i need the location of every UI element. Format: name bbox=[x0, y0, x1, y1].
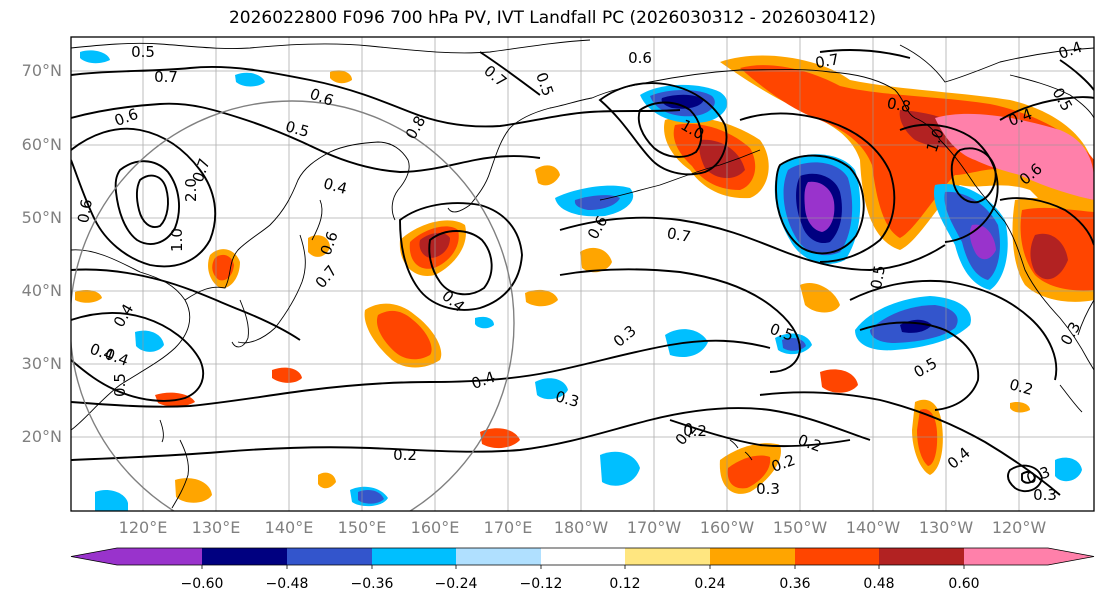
anomaly-positive bbox=[1030, 233, 1068, 280]
colorbar-segment bbox=[71, 548, 202, 565]
colorbar-segment bbox=[202, 548, 287, 565]
contour-label: 0.6 bbox=[628, 49, 652, 67]
contour-label: 0.2 bbox=[1007, 375, 1035, 399]
latitude-label: 50°N bbox=[21, 208, 62, 227]
anomaly-negative bbox=[358, 490, 384, 504]
shaded-anomalies bbox=[75, 50, 1094, 511]
region-circle bbox=[71, 100, 515, 511]
longitude-label: 150°E bbox=[337, 518, 387, 537]
longitude-label: 130°W bbox=[918, 518, 974, 537]
anomaly-positive bbox=[75, 290, 102, 303]
anomaly-positive bbox=[308, 235, 330, 257]
contour-label: 0.7 bbox=[666, 224, 693, 246]
anomaly-negative bbox=[535, 378, 568, 400]
anomaly-positive bbox=[535, 165, 560, 186]
colorbar-segment bbox=[710, 548, 795, 565]
anomaly-negative bbox=[1055, 457, 1082, 482]
map-frame bbox=[70, 36, 1095, 512]
contour-label: 0.4 bbox=[321, 174, 349, 198]
anomaly-negative bbox=[235, 72, 265, 87]
colorbar-tick-label: −0.12 bbox=[519, 576, 563, 592]
anomaly-positive bbox=[727, 455, 771, 489]
anomaly-positive bbox=[272, 367, 302, 383]
contour-label: 2.0 bbox=[182, 178, 200, 202]
colorbar bbox=[70, 547, 1095, 569]
latitude-label: 30°N bbox=[21, 354, 62, 373]
longitude-label: 180°W bbox=[553, 518, 609, 537]
colorbar-tick-label: −0.48 bbox=[265, 576, 309, 592]
contour-label: 0.3 bbox=[1033, 486, 1057, 504]
anomaly-positive bbox=[935, 113, 1094, 200]
latitude-label: 40°N bbox=[21, 281, 62, 300]
anomaly-positive bbox=[580, 247, 612, 273]
anomaly-positive bbox=[212, 254, 234, 281]
colorbar-tick-label: 0.60 bbox=[948, 576, 980, 592]
longitude-label: 160°W bbox=[699, 518, 755, 537]
anomaly-negative bbox=[969, 224, 996, 260]
longitude-label: 160°E bbox=[410, 518, 460, 537]
anomaly-positive bbox=[820, 369, 858, 393]
contour-label: 0.7 bbox=[814, 50, 841, 72]
contour-label: 0.2 bbox=[393, 446, 417, 464]
longitude-label: 130°E bbox=[191, 518, 241, 537]
longitude-label: 120°W bbox=[991, 518, 1047, 537]
contour-label: 0.8 bbox=[886, 94, 913, 116]
longitude-label: 140°W bbox=[845, 518, 901, 537]
colorbar-segment bbox=[879, 548, 964, 565]
anomaly-negative bbox=[475, 316, 494, 329]
colorbar-segment bbox=[625, 548, 710, 565]
colorbar-segment bbox=[541, 548, 625, 565]
anomaly-positive bbox=[330, 70, 352, 84]
map-title: 2026022800 F096 700 hPa PV, IVT Landfall… bbox=[228, 8, 876, 28]
longitude-label: 120°E bbox=[118, 518, 168, 537]
contour-label: 0.3 bbox=[553, 387, 581, 411]
contour-label: 1.0 bbox=[168, 228, 186, 252]
colorbar-tick-label: −0.60 bbox=[180, 576, 224, 592]
contour-label: 0.6 bbox=[74, 198, 96, 225]
anomaly-negative bbox=[600, 451, 640, 486]
contour-label: 0.5 bbox=[283, 117, 311, 141]
anomaly-positive bbox=[318, 472, 336, 489]
longitude-label: 170°E bbox=[483, 518, 533, 537]
anomaly-negative bbox=[804, 181, 835, 232]
colorbar-tick-label: 0.24 bbox=[694, 576, 726, 592]
longitude-label: 140°E bbox=[264, 518, 314, 537]
anomaly-positive bbox=[917, 409, 938, 466]
anomaly-negative bbox=[661, 94, 704, 109]
colorbar-segment bbox=[287, 548, 372, 565]
contour-label: 0.5 bbox=[867, 264, 889, 291]
contour-label: 0.2 bbox=[683, 422, 707, 440]
longitude-label: 170°W bbox=[626, 518, 682, 537]
anomaly-negative bbox=[95, 490, 128, 511]
colorbar-outline bbox=[70, 547, 1095, 566]
colorbar-segment bbox=[964, 548, 1094, 565]
colorbar-segment bbox=[795, 548, 879, 565]
latitude-label: 70°N bbox=[21, 61, 62, 80]
anomaly-positive bbox=[376, 310, 432, 360]
anomaly-negative bbox=[80, 50, 110, 64]
longitude-label: 150°W bbox=[772, 518, 828, 537]
colorbar-tick-label: −0.36 bbox=[350, 576, 394, 592]
contour-label: 0.5 bbox=[111, 373, 129, 397]
anomaly-positive bbox=[525, 289, 558, 307]
colorbar-tick-label: −0.24 bbox=[434, 576, 478, 592]
contour-label: 0.7 bbox=[154, 68, 178, 86]
colorbar-tick-label: 0.36 bbox=[779, 576, 811, 592]
anomaly-negative bbox=[135, 330, 164, 352]
anomaly-negative bbox=[574, 195, 620, 210]
contour-label: 0.5 bbox=[131, 43, 155, 61]
colorbar-segment bbox=[456, 548, 541, 565]
anomaly-positive bbox=[1010, 401, 1030, 413]
latitude-label: 60°N bbox=[21, 135, 62, 154]
colorbar-tick-label: 0.12 bbox=[609, 576, 641, 592]
latitude-label: 20°N bbox=[21, 427, 62, 446]
anomaly-positive bbox=[480, 428, 520, 449]
pv-contours bbox=[71, 49, 1094, 496]
contour-label: 0.3 bbox=[756, 480, 780, 498]
anomaly-positive bbox=[740, 65, 1094, 238]
colorbar-segment bbox=[372, 548, 456, 565]
colorbar-tick-label: 0.48 bbox=[863, 576, 895, 592]
anomaly-positive bbox=[800, 282, 840, 313]
